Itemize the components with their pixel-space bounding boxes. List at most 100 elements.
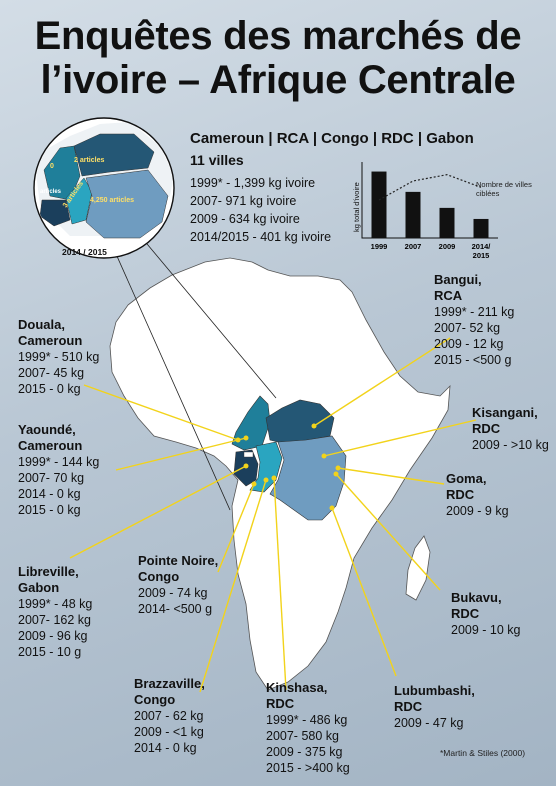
source-note: *Martin & Stiles (2000) — [440, 748, 526, 758]
city-country: Cameroun — [18, 438, 83, 453]
city-line: 2007- 70 kg — [18, 471, 85, 485]
inset-car — [73, 133, 155, 177]
madagascar — [405, 535, 431, 601]
city-country: RDC — [394, 699, 423, 714]
city-line: 2007- 580 kg — [266, 729, 339, 743]
city-name: Kinshasa, — [266, 680, 328, 695]
inset-connector-right — [131, 225, 277, 399]
city-name: Goma, — [446, 471, 487, 486]
leader-lubumbashi — [331, 507, 397, 677]
dot-kisangani — [321, 453, 327, 459]
leader-libreville — [69, 465, 247, 559]
city-dots — [235, 423, 341, 511]
dot-pointe-noire — [251, 481, 257, 487]
leader-goma — [337, 467, 445, 485]
inset-connector-left — [107, 235, 231, 511]
chart-ylabel: kg total d'ivoire — [352, 182, 361, 232]
inset-cameroon — [43, 145, 81, 201]
city-line: 2014- <500 g — [138, 602, 213, 616]
city-line: 2009 - 9 kg — [446, 504, 509, 518]
inset-year-label: 2014 / 2015 — [62, 247, 107, 257]
summary-stat: 2007- 971 kg ivoire — [190, 194, 297, 208]
city-name: Bukavu, — [451, 590, 502, 605]
leader-pointe-noire — [217, 483, 255, 573]
city-brazzaville: Brazzaville, Congo 2007 - 62 kg 2009 - <… — [134, 676, 205, 756]
city-name: Lubumbashi, — [394, 683, 475, 698]
city-line: 2014 - 0 kg — [18, 487, 81, 501]
inset-label-2-articles: 2 articles — [74, 157, 104, 164]
city-line: 2007- 162 kg — [18, 613, 91, 627]
city-country: RDC — [266, 696, 295, 711]
inset-label-articles: articles — [40, 189, 62, 195]
country-drc — [269, 435, 347, 521]
city-line: 2009 - 10 kg — [451, 623, 521, 637]
dot-goma — [335, 465, 341, 471]
city-line: 2015 - 10 g — [18, 645, 82, 659]
leader-lines — [69, 337, 477, 693]
city-line: 2009 - >10 kg — [472, 438, 549, 452]
dot-douala — [235, 437, 241, 443]
inset-gabon — [39, 199, 71, 227]
chart-bar — [439, 207, 455, 238]
city-line: 1999* - 48 kg — [18, 597, 93, 611]
city-line: 2009 - 47 kg — [394, 716, 464, 730]
chart-tick-label: 2014/ — [472, 242, 492, 251]
city-bangui: Bangui, RCA 1999* - 211 kg 2007- 52 kg 2… — [434, 272, 514, 368]
inset-map: 0 2 articles articles 3 articles 4,250 a… — [33, 117, 175, 259]
chart-tick-label: 2015 — [473, 251, 490, 260]
city-line: 2015 - 0 kg — [18, 503, 81, 517]
city-line: 2009 - 375 kg — [266, 745, 343, 759]
city-country: Congo — [138, 569, 180, 584]
chart-bar — [473, 218, 489, 238]
city-country: Gabon — [18, 580, 60, 595]
dot-bangui — [311, 423, 317, 429]
city-pointe-noire: Pointe Noire, Congo 2009 - 74 kg 2014- <… — [138, 553, 218, 617]
leader-bangui — [313, 337, 451, 427]
city-name: Douala, — [18, 317, 65, 332]
city-line: 2009 - 74 kg — [138, 586, 208, 600]
ivory-chart: 1999 2007 2009 2014/2015 — [361, 162, 498, 260]
city-line: 1999* - 144 kg — [18, 455, 100, 469]
leader-kinshasa — [273, 477, 287, 691]
city-name: Pointe Noire, — [138, 553, 219, 568]
dot-libreville — [243, 463, 249, 469]
city-line: 2015 - <500 g — [434, 353, 512, 367]
city-bukavu: Bukavu, RDC 2009 - 10 kg — [451, 590, 521, 638]
leader-bukavu — [335, 473, 441, 591]
chart-bar — [405, 191, 421, 238]
summary-stat: 2009 - 634 kg ivoire — [190, 212, 300, 226]
city-country: Congo — [134, 692, 176, 707]
city-country: Cameroun — [18, 333, 83, 348]
dot-brazzaville — [263, 477, 269, 483]
chart-tick-label: 2007 — [405, 242, 422, 251]
city-lubumbashi: Lubumbashi, RDC 2009 - 47 kg — [394, 683, 475, 731]
city-country: RDC — [472, 421, 501, 436]
dot-yaounde — [243, 435, 249, 441]
city-name: Brazzaville, — [134, 676, 205, 691]
city-line: 1999* - 211 kg — [434, 305, 515, 319]
leader-kisangani — [323, 419, 477, 457]
city-name: Libreville, — [18, 564, 79, 579]
chart-tick-label: 2009 — [439, 242, 456, 251]
city-douala: Douala, Cameroun 1999* - 510 kg 2007- 45… — [18, 317, 99, 397]
city-line: 2015 - 0 kg — [18, 382, 81, 396]
city-kisangani: Kisangani, RDC 2009 - >10 kg — [472, 405, 549, 453]
city-line: 2009 - 96 kg — [18, 629, 88, 643]
inset-label-0: 0 — [50, 163, 54, 170]
summary-stat: 2014/2015 - 401 kg ivoire — [190, 230, 332, 244]
city-line: 2007- 52 kg — [434, 321, 501, 335]
dot-kinshasa — [271, 475, 277, 481]
leader-douala — [83, 384, 239, 441]
chart-line-legend: Nombre de villes ciblées — [476, 180, 532, 198]
city-yaounde: Yaoundé, Cameroun 1999* - 144 kg 2007- 7… — [18, 422, 99, 518]
title-line-1: Enquêtes des marchés de — [34, 14, 522, 58]
city-name: Bangui, — [434, 272, 482, 287]
title-line-2: l’ivoire – Afrique Centrale — [40, 58, 516, 102]
villes-count: 11 villes — [190, 152, 244, 168]
dot-lubumbashi — [329, 505, 335, 511]
city-kinshasa: Kinshasa, RDC 1999* - 486 kg 2007- 580 k… — [266, 680, 350, 776]
leader-yaounde — [115, 437, 247, 471]
city-line: 1999* - 486 kg — [266, 713, 348, 727]
chart-line-series — [378, 174, 482, 201]
